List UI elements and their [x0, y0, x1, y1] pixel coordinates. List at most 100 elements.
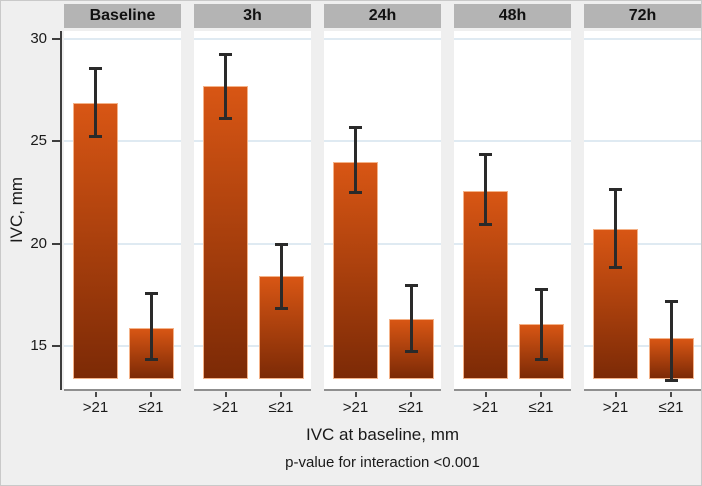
x-axis-tick [280, 392, 282, 397]
error-bar-cap-top [664, 300, 678, 304]
panel-plot [64, 31, 181, 391]
y-tick-mark [52, 242, 60, 245]
panel-header: 3h [194, 4, 311, 28]
x-axis-tick-row [324, 391, 441, 397]
x-tick-label: >21 [472, 399, 499, 416]
x-axis-title: IVC at baseline, mm [305, 425, 460, 444]
gridline [194, 345, 311, 348]
error-bar-line [224, 53, 227, 119]
x-axis-tick-row [64, 391, 181, 397]
y-axis-line [60, 31, 62, 390]
gridline [64, 140, 181, 143]
panel-header: 48h [454, 4, 571, 28]
x-tick-label: >21 [342, 399, 369, 416]
x-axis-label-row: >21 ≤21 [584, 399, 701, 419]
error-bar-cap-bottom [479, 223, 492, 227]
x-axis-tick-row [454, 391, 571, 397]
gridline [194, 140, 311, 143]
bar [203, 86, 248, 379]
gridline [324, 140, 441, 143]
y-tick-label: 30 [30, 30, 47, 48]
error-bar-line [669, 301, 673, 381]
gridline [584, 38, 701, 41]
y-tick-label: 25 [30, 132, 47, 150]
gridline [194, 38, 311, 41]
gridline [64, 345, 181, 348]
x-tick-label: >21 [212, 399, 239, 416]
x-axis-tick [224, 392, 227, 397]
panel-header: 24h [324, 4, 441, 28]
error-bar-cap-top [534, 287, 548, 291]
error-bar-cap-top [479, 152, 492, 156]
error-bar-line [279, 243, 283, 310]
error-bar-cap-bottom [349, 190, 362, 194]
y-axis-title: IVC, mm [7, 176, 26, 244]
error-bar-cap-bottom [144, 358, 158, 362]
error-bar-cap-top [274, 242, 288, 246]
error-bar-cap-top [219, 52, 232, 56]
bar [73, 102, 118, 379]
panel: 24h >21 ≤21 [324, 4, 441, 419]
gridline [194, 242, 311, 245]
panels-container: Baseline >21 ≤21 3h >21 ≤21 24h >21 ≤21 48h >21 ≤21… [64, 4, 701, 419]
x-axis-label-row: >21 ≤21 [194, 399, 311, 419]
x-tick-label: >21 [82, 399, 109, 416]
gridline [324, 345, 441, 348]
x-axis-tick [150, 392, 152, 397]
gridline [454, 140, 571, 143]
gridline [584, 345, 701, 348]
x-tick-label: ≤21 [398, 399, 424, 416]
error-bar-cap-top [404, 283, 418, 287]
gridline [584, 242, 701, 245]
panel-header: 72h [584, 4, 701, 28]
panel-header: Baseline [64, 4, 181, 28]
x-axis-tick [410, 392, 412, 397]
panel-plot [454, 31, 571, 391]
x-axis-tick [484, 392, 487, 397]
gridline [324, 38, 441, 41]
panel-plot [324, 31, 441, 391]
x-axis-tick [614, 392, 617, 397]
y-tick-mark [52, 38, 60, 41]
gridline [64, 38, 181, 41]
y-tick-label: 20 [30, 234, 47, 252]
panel: 72h >21 ≤21 [584, 4, 701, 419]
y-tick-mark [52, 345, 60, 348]
x-axis-tick [540, 392, 542, 397]
gridline [324, 242, 441, 245]
error-bar-cap-bottom [404, 350, 418, 354]
panel-plot [194, 31, 311, 391]
error-bar-line [484, 153, 487, 226]
panel: 48h >21 ≤21 [454, 4, 571, 419]
x-tick-label: ≤21 [658, 399, 684, 416]
gridline [454, 38, 571, 41]
error-bar-cap-top [89, 66, 102, 70]
error-bar-cap-top [349, 126, 362, 130]
panel-plot [584, 31, 701, 391]
x-tick-label: >21 [602, 399, 629, 416]
error-bar-line [149, 292, 153, 361]
error-bar-cap-bottom [274, 307, 288, 311]
error-bar-cap-bottom [609, 266, 622, 270]
error-bar-line [614, 188, 617, 269]
panel: 3h >21 ≤21 [194, 4, 311, 419]
x-axis-label-row: >21 ≤21 [324, 399, 441, 419]
y-tick-mark [52, 140, 60, 143]
x-axis-tick-row [584, 391, 701, 397]
gridline [454, 242, 571, 245]
error-bar-line [409, 284, 413, 353]
gridline [64, 242, 181, 245]
x-axis-tick [354, 392, 357, 397]
y-tick-label: 15 [30, 337, 47, 355]
error-bar-cap-bottom [664, 378, 678, 382]
x-axis-tick [670, 392, 672, 397]
gridline [454, 345, 571, 348]
bar [333, 161, 378, 379]
error-bar-cap-bottom [219, 116, 232, 120]
error-bar-cap-top [609, 187, 622, 191]
x-axis-tick [94, 392, 97, 397]
p-value-note: p-value for interaction <0.001 [285, 454, 480, 471]
x-tick-label: ≤21 [138, 399, 164, 416]
x-axis-tick-row [194, 391, 311, 397]
x-axis-label-row: >21 ≤21 [64, 399, 181, 419]
